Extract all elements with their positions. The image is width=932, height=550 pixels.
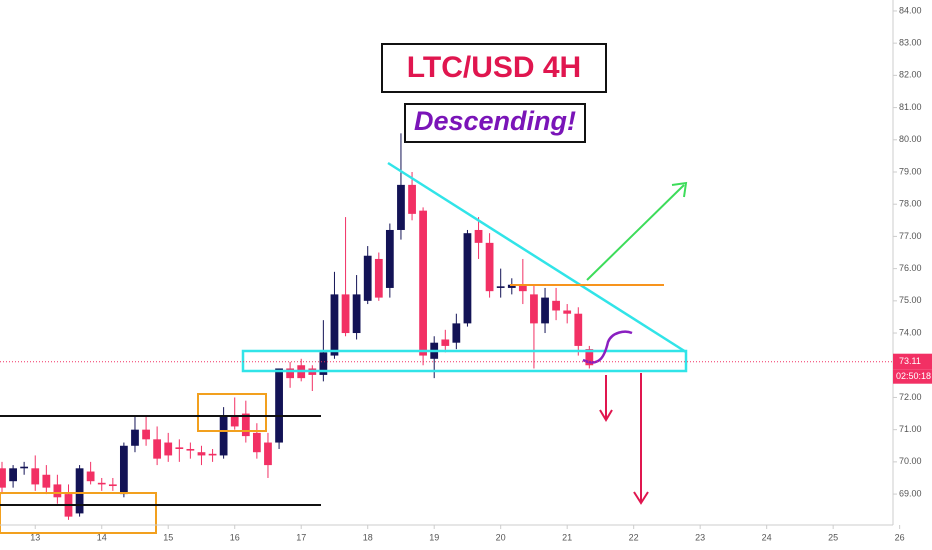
candle-body <box>352 294 361 334</box>
candle-body <box>9 468 17 482</box>
candle-body <box>552 300 560 311</box>
y-tick-label: 71.00 <box>899 424 922 434</box>
y-tick-label: 80.00 <box>899 134 922 144</box>
candle-body <box>374 258 383 298</box>
candle-body <box>585 349 594 366</box>
last-price-label: 73.11 <box>899 356 921 366</box>
y-tick-label: 83.00 <box>899 38 922 48</box>
candle-body <box>363 255 372 301</box>
candle-body <box>530 294 538 324</box>
candle-body <box>0 468 6 488</box>
support-zone <box>241 349 688 373</box>
candle-body <box>330 294 339 356</box>
subtitle-box <box>404 103 586 143</box>
candle-body <box>164 442 173 456</box>
y-tick-label: 75.00 <box>899 295 922 305</box>
y-tick-label: 81.00 <box>899 102 922 112</box>
candle-body <box>341 294 350 334</box>
y-tick-label: 72.00 <box>899 392 922 402</box>
candle-body <box>419 210 427 356</box>
candle-body <box>385 229 394 288</box>
candle-body <box>131 429 139 446</box>
candle-body <box>219 416 228 456</box>
candle-body <box>175 447 184 449</box>
candle-body <box>53 484 62 498</box>
candle-body <box>142 429 150 440</box>
candle-body <box>286 368 294 379</box>
candle-body <box>241 413 250 437</box>
candle-body <box>119 445 128 495</box>
candle-body <box>563 310 572 314</box>
candle-body <box>474 229 483 243</box>
x-tick-label: 17 <box>296 532 306 542</box>
candle-body <box>108 484 117 487</box>
candle-body <box>208 453 217 456</box>
x-tick-label: 19 <box>429 532 439 542</box>
x-tick-label: 21 <box>562 532 572 542</box>
x-tick-label: 25 <box>828 532 838 542</box>
arrow-head <box>633 491 649 505</box>
candle-body <box>97 482 106 485</box>
y-tick-label: 76.00 <box>899 263 922 273</box>
candle-body <box>574 313 583 346</box>
arrow-head <box>599 409 613 422</box>
candle-body <box>397 184 405 230</box>
candle-body <box>42 474 51 488</box>
candle-body <box>153 439 162 459</box>
candle-body <box>541 297 549 324</box>
candle-body <box>86 471 95 482</box>
candle-body <box>408 184 416 214</box>
candle-body <box>275 368 283 443</box>
candle-body <box>496 286 505 288</box>
y-tick-label: 82.00 <box>899 70 922 80</box>
y-tick-label: 70.00 <box>899 456 922 466</box>
candle-body <box>75 468 84 514</box>
arrow-up <box>586 184 685 281</box>
drawings <box>0 161 688 534</box>
x-tick-label: 18 <box>363 532 373 542</box>
title-box <box>381 43 607 93</box>
y-tick-label: 78.00 <box>899 199 922 209</box>
y-tick-label: 79.00 <box>899 166 922 176</box>
x-tick-label: 26 <box>895 532 905 542</box>
x-tick-label: 24 <box>762 532 772 542</box>
candle-body <box>452 323 461 343</box>
orange-box <box>197 393 267 432</box>
countdown-tag <box>893 369 932 384</box>
orange-box <box>0 492 157 534</box>
arrow-head <box>671 181 688 198</box>
candle-body <box>186 448 195 451</box>
x-tick-label: 14 <box>97 532 107 542</box>
candle-body <box>252 432 261 453</box>
x-tick-label: 22 <box>629 532 639 542</box>
y-tick-label: 74.00 <box>899 327 922 337</box>
candle-body <box>31 468 40 485</box>
chart-subtitle: Descending! <box>414 106 576 136</box>
x-tick-label: 13 <box>30 532 40 542</box>
y-tick-label: 84.00 <box>899 5 922 15</box>
x-tick-label: 23 <box>695 532 705 542</box>
candle-body <box>518 284 527 292</box>
x-tick-label: 16 <box>230 532 240 542</box>
candle-body <box>441 339 450 346</box>
candle-body <box>264 442 272 466</box>
candles <box>0 133 594 520</box>
candle-body <box>319 352 328 375</box>
candle-body <box>197 452 206 456</box>
candle-body <box>507 284 516 288</box>
x-tick-label: 15 <box>163 532 173 542</box>
y-tick-label: 69.00 <box>899 488 922 498</box>
trendline <box>387 161 687 354</box>
x-tick-label: 20 <box>496 532 506 542</box>
candle-body <box>20 466 29 469</box>
chart-title: LTC/USD 4H <box>407 51 581 84</box>
y-tick-label: 77.00 <box>899 231 922 241</box>
candle-body <box>463 233 472 324</box>
price-tag <box>893 353 932 370</box>
countdown-label: 02:50:18 <box>896 371 931 381</box>
candle-body <box>230 416 239 427</box>
candle-body <box>485 242 494 292</box>
